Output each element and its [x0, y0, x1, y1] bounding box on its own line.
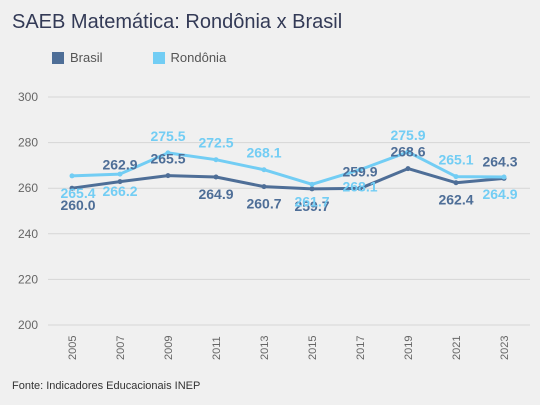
legend-item-brasil: Brasil: [52, 50, 103, 65]
data-label: 275.9: [390, 127, 425, 143]
data-label: 268.1: [246, 145, 281, 161]
data-label: 275.5: [150, 128, 185, 144]
data-point: [309, 186, 315, 192]
y-tick-label: 260: [18, 181, 38, 195]
x-tick-label: 2021: [451, 336, 463, 360]
series-line-1: [71, 150, 505, 186]
data-label: 268.1: [342, 179, 377, 195]
data-label: 262.4: [438, 192, 473, 208]
legend-swatch-rondonia: [152, 51, 165, 64]
y-tick-label: 300: [18, 90, 38, 104]
data-label: 266.2: [102, 183, 137, 199]
data-label: 259.7: [294, 198, 329, 214]
data-point: [213, 174, 219, 180]
data-label: 265.5: [150, 151, 185, 167]
y-tick-label: 240: [18, 227, 38, 241]
x-tick-label: 2013: [259, 336, 271, 360]
data-label: 259.9: [342, 163, 377, 179]
data-label: 265.1: [438, 152, 473, 168]
data-label: 264.3: [482, 153, 517, 169]
data-point: [213, 157, 219, 163]
chart-title: SAEB Matemática: Rondônia x Brasil: [12, 11, 343, 33]
data-point: [165, 173, 171, 179]
data-label: 268.6: [390, 144, 425, 160]
y-tick-label: 220: [18, 272, 38, 286]
legend: Brasil Rondônia: [52, 50, 226, 65]
data-point: [357, 185, 363, 191]
legend-swatch-brasil: [52, 51, 64, 64]
y-tick-label: 280: [18, 136, 38, 150]
data-label: 260.7: [246, 196, 281, 212]
data-label: 262.9: [102, 157, 137, 173]
x-tick-label: 2011: [211, 336, 223, 360]
data-label: 264.9: [482, 186, 517, 202]
legend-item-rondonia: Rondônia: [152, 50, 227, 65]
source-note: Fonte: Indicadores Educacionais INEP: [12, 380, 201, 392]
data-point: [261, 184, 267, 190]
x-tick-label: 2017: [355, 336, 367, 360]
data-point: [309, 181, 315, 187]
x-tick-label: 2005: [67, 336, 79, 360]
data-label: 260.0: [60, 197, 95, 213]
x-tick-label: 2023: [499, 336, 511, 360]
data-point: [357, 167, 363, 173]
legend-label-rondonia: Rondônia: [170, 50, 227, 65]
data-point: [405, 166, 411, 172]
x-tick-label: 2009: [163, 336, 175, 360]
data-point: [69, 185, 75, 191]
y-tick-label: 200: [18, 318, 38, 332]
series-line-0: [71, 167, 505, 191]
data-point: [117, 171, 123, 177]
x-tick-label: 2015: [307, 336, 319, 360]
data-label: 265.4: [60, 185, 95, 201]
x-tick-label: 2019: [403, 336, 415, 360]
data-point: [165, 150, 171, 156]
data-point: [117, 179, 123, 185]
legend-label-brasil: Brasil: [70, 50, 103, 65]
data-point: [453, 174, 459, 180]
data-label: 272.5: [198, 135, 233, 151]
data-label: 261.7: [294, 193, 329, 209]
data-label: 264.9: [198, 186, 233, 202]
data-point: [69, 173, 75, 179]
data-point: [405, 149, 411, 155]
data-point: [501, 174, 507, 180]
data-point: [261, 167, 267, 173]
data-point: [453, 180, 459, 186]
x-tick-label: 2007: [115, 336, 127, 360]
